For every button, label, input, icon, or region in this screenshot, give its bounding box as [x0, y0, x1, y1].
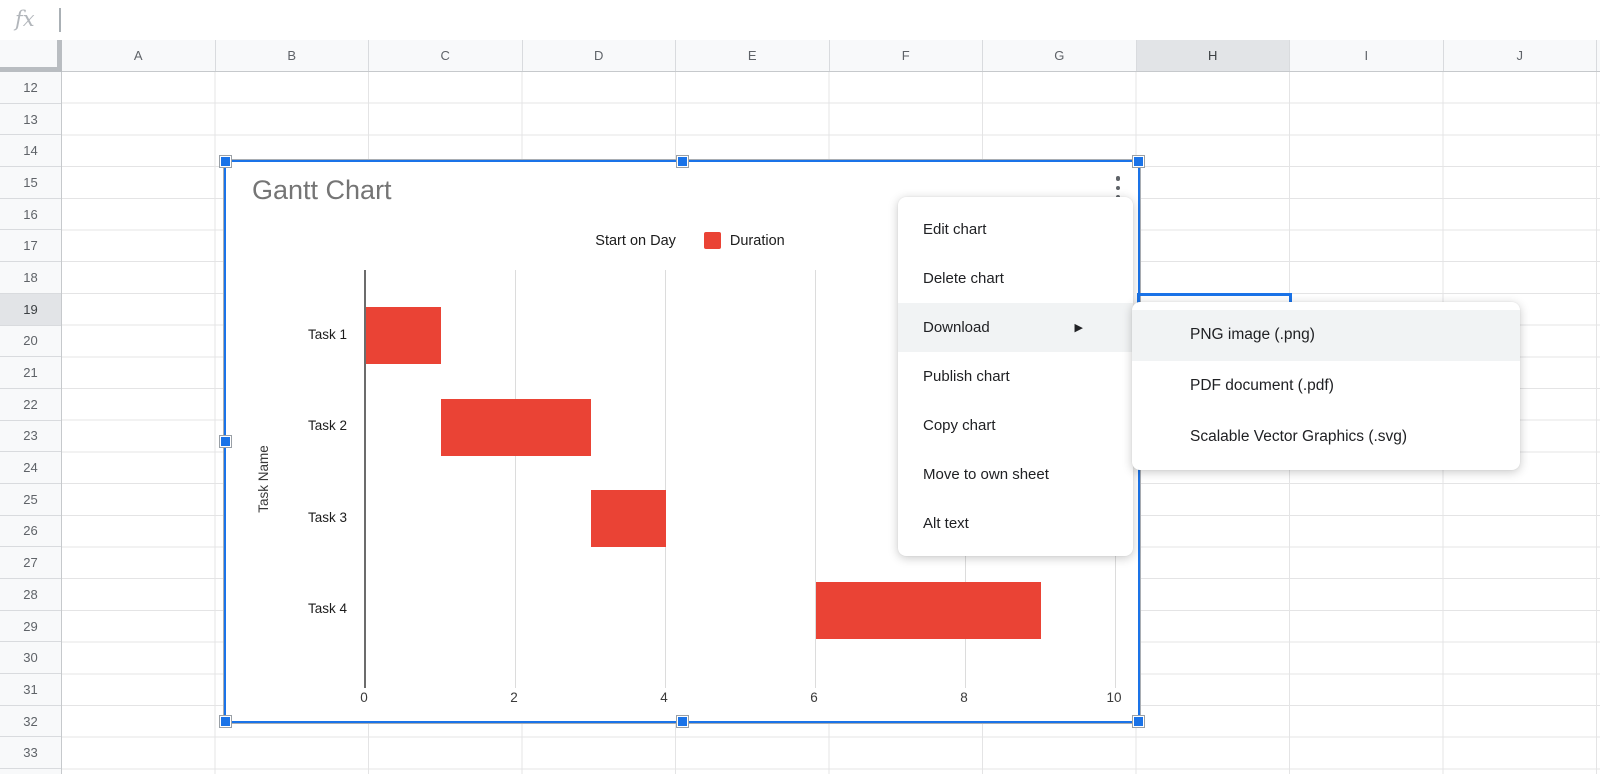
formula-bar[interactable]: fx	[0, 0, 1600, 41]
row-header-14[interactable]: 14	[0, 135, 61, 168]
column-header-e[interactable]: E	[676, 40, 830, 71]
legend-label-start-on-day: Start on Day	[595, 232, 676, 249]
task-label: Task 2	[307, 418, 347, 434]
column-header-d[interactable]: D	[522, 40, 676, 71]
submenu-item-svg[interactable]: Scalable Vector Graphics (.svg)	[1190, 427, 1408, 445]
row-header-19-active[interactable]: 19	[0, 293, 61, 326]
row-header-22[interactable]: 22	[0, 388, 61, 421]
fx-icon: fx	[15, 7, 35, 31]
resize-handle-bottom-right[interactable]	[1133, 716, 1144, 727]
x-tick-label: 0	[360, 690, 368, 705]
chart-title: Gantt Chart	[252, 175, 392, 205]
x-tick-label: 2	[510, 690, 518, 705]
row-header-20[interactable]: 20	[0, 325, 61, 358]
resize-handle-bottom-left[interactable]	[220, 716, 231, 727]
row-header-31[interactable]: 31	[0, 674, 61, 706]
menu-item-edit-chart[interactable]: Edit chart	[923, 221, 987, 238]
row-header-24[interactable]: 24	[0, 452, 61, 484]
column-header-b[interactable]: B	[215, 40, 369, 71]
download-submenu: PNG image (.png) PDF document (.pdf) Sca…	[1132, 302, 1520, 470]
gantt-bar-task-4	[816, 581, 1041, 639]
row-header-25[interactable]: 25	[0, 483, 61, 516]
row-header-33[interactable]: 33	[0, 737, 61, 770]
task-label: Task 3	[307, 509, 347, 525]
task-label: Task 1	[307, 326, 347, 342]
gantt-bar-task-3	[591, 490, 666, 548]
row-header-23[interactable]: 23	[0, 420, 61, 453]
menu-item-download[interactable]: Download ▶	[898, 303, 1133, 352]
menu-item-publish-chart[interactable]: Publish chart	[923, 368, 1010, 385]
row-header-16[interactable]: 16	[0, 198, 61, 231]
submenu-item-pdf[interactable]: PDF document (.pdf)	[1190, 377, 1334, 395]
row-headers: 12 13 14 15 16 17 18 19 20 21 22 23 24 2…	[0, 72, 62, 774]
column-header-f[interactable]: F	[829, 40, 983, 71]
row-header-17[interactable]: 17	[0, 230, 61, 263]
row-header-29[interactable]: 29	[0, 610, 61, 643]
row-header-15[interactable]: 15	[0, 167, 61, 199]
submenu-arrow-icon: ▶	[1074, 321, 1083, 334]
x-tick-label: 4	[660, 690, 668, 705]
column-header-i[interactable]: I	[1290, 40, 1444, 71]
task-label: Task 4	[307, 601, 347, 617]
formula-input-cursor	[59, 8, 61, 32]
menu-item-delete-chart[interactable]: Delete chart	[923, 270, 1004, 287]
row-header-18[interactable]: 18	[0, 262, 61, 294]
column-header-g[interactable]: G	[983, 40, 1137, 71]
legend-label-duration: Duration	[729, 232, 785, 249]
resize-handle-top-right[interactable]	[1133, 156, 1144, 167]
menu-item-copy-chart[interactable]: Copy chart	[923, 417, 996, 434]
resize-handle-top-left[interactable]	[220, 156, 231, 167]
chart-context-menu: Edit chart Delete chart Download ▶ Publi…	[898, 197, 1133, 556]
column-header-j[interactable]: J	[1443, 40, 1597, 71]
menu-item-move-to-own-sheet[interactable]: Move to own sheet	[923, 466, 1049, 483]
x-tick-label: 10	[1106, 690, 1122, 705]
submenu-item-png[interactable]: PNG image (.png)	[1132, 310, 1520, 361]
row-header-21[interactable]: 21	[0, 357, 61, 389]
row-header-27[interactable]: 27	[0, 547, 61, 579]
row-header-28[interactable]: 28	[0, 579, 61, 611]
gantt-bar-task-2	[441, 398, 591, 456]
select-all-corner[interactable]	[0, 40, 62, 72]
resize-handle-bottom-middle[interactable]	[676, 716, 688, 727]
column-header-a[interactable]: A	[62, 40, 216, 71]
column-headers: A B C D E F G H I J	[62, 40, 1600, 72]
row-header-30[interactable]: 30	[0, 642, 61, 675]
row-header-12[interactable]: 12	[0, 72, 61, 104]
gantt-bar-task-1	[366, 307, 441, 364]
row-header-32[interactable]: 32	[0, 705, 61, 738]
column-header-c[interactable]: C	[369, 40, 523, 71]
menu-item-alt-text[interactable]: Alt text	[923, 515, 969, 532]
resize-handle-top-middle[interactable]	[676, 156, 688, 167]
x-tick-label: 8	[960, 690, 968, 705]
x-tick-label: 6	[810, 690, 818, 705]
resize-handle-middle-left[interactable]	[220, 436, 231, 447]
row-header-26[interactable]: 26	[0, 515, 61, 548]
legend-swatch-duration	[703, 232, 721, 249]
chart-legend: Start on Day Duration	[234, 232, 1146, 249]
column-header-h-active[interactable]: H	[1136, 40, 1290, 71]
row-header-13[interactable]: 13	[0, 103, 61, 136]
